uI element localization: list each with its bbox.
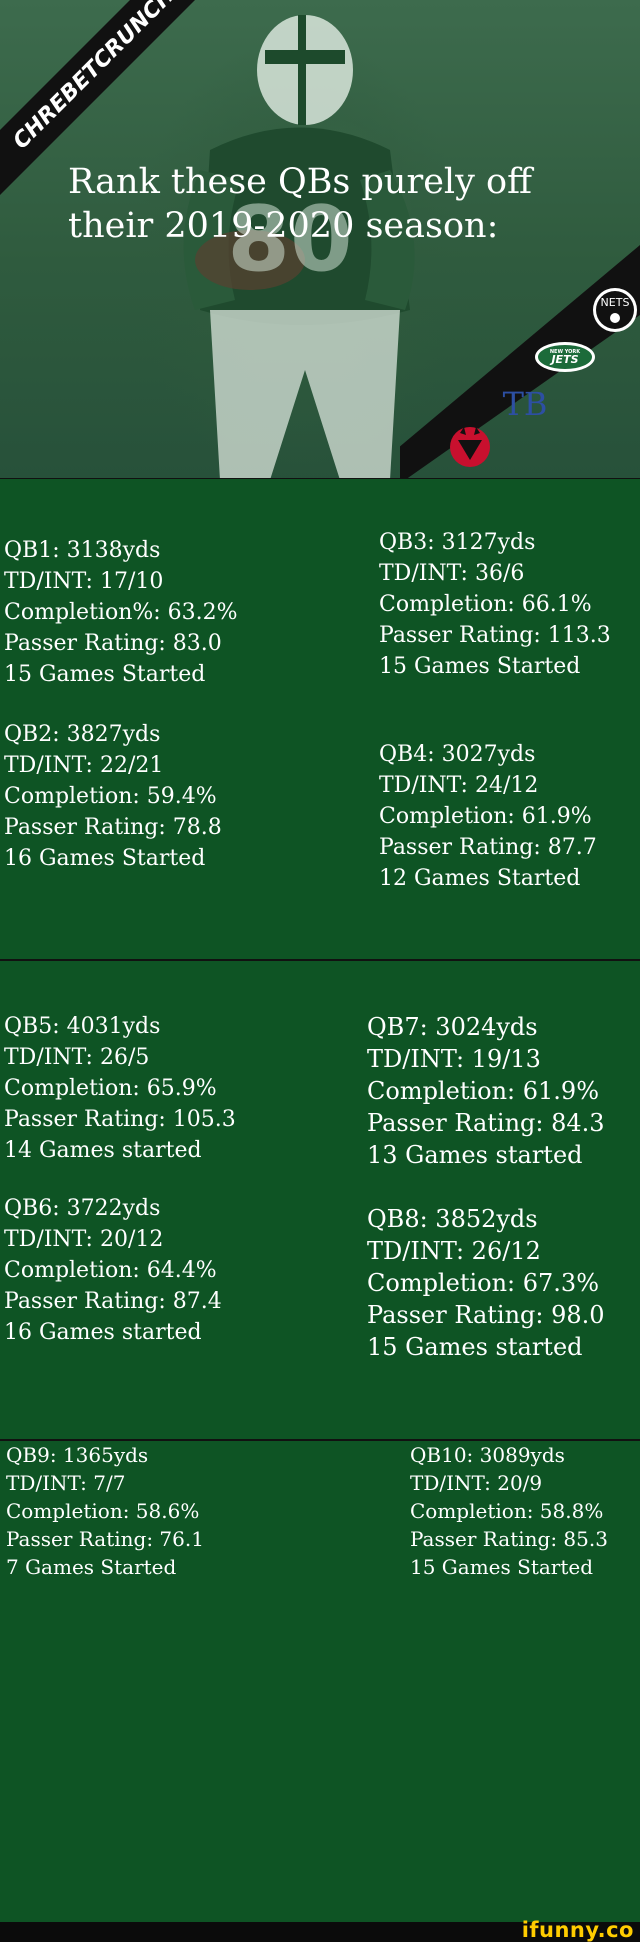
qb-card-line: Passer Rating: 78.8 — [4, 815, 222, 840]
svg-text:NEW YORK: NEW YORK — [550, 349, 581, 355]
qb-card-line: Passer Rating: 83.0 — [4, 631, 222, 656]
qb-card-line: 15 Games started — [367, 1333, 583, 1361]
hero-title-line-2: their 2019-2020 season: — [68, 206, 499, 246]
qb-card-2: QB2: 3827yds TD/INT: 22/21 Completion: 5… — [4, 719, 222, 874]
qb-section-2: QB5: 4031yds TD/INT: 26/5 Completion: 65… — [0, 961, 640, 1441]
qb-section-1: QB1: 3138yds TD/INT: 17/10 Completion%: … — [0, 479, 640, 961]
qb-card-line: QB4: 3027yds — [379, 742, 536, 767]
qb-card-1: QB1: 3138yds TD/INT: 17/10 Completion%: … — [4, 535, 238, 690]
team-logos-ribbon: NETS NEW YORK JETS TB — [400, 245, 640, 478]
nets-logo-icon: NETS — [593, 288, 637, 332]
qb-card-line: Passer Rating: 87.7 — [379, 835, 597, 860]
hero-title: Rank these QBs purely off their 2019-202… — [68, 160, 588, 248]
qb-card-line: 15 Games Started — [379, 654, 581, 679]
qb-card-line: TD/INT: 17/10 — [4, 569, 164, 594]
qb-card-line: Passer Rating: 87.4 — [4, 1289, 222, 1314]
qb-card-line: Passer Rating: 98.0 — [367, 1301, 605, 1329]
qb-card-line: 15 Games Started — [410, 1555, 594, 1579]
svg-text:JETS: JETS — [549, 353, 578, 366]
qb-card-line: Completion: 61.9% — [367, 1077, 599, 1105]
qb-card-line: TD/INT: 26/12 — [367, 1237, 541, 1265]
qb-card-line: Completion: 67.3% — [367, 1269, 599, 1297]
qb-card-line: Passer Rating: 105.3 — [4, 1107, 236, 1132]
qb-section-3: QB9: 1365yds TD/INT: 7/7 Completion: 58.… — [0, 1441, 640, 1922]
qb-card-line: Completion: 65.9% — [4, 1076, 217, 1101]
watermark-ribbon: CHREBETCRUNCH — [0, 0, 195, 195]
qb-card-line: QB5: 4031yds — [4, 1014, 161, 1039]
qb-card-5: QB5: 4031yds TD/INT: 26/5 Completion: 65… — [4, 1011, 236, 1166]
qb-card-line: 16 Games started — [4, 1320, 202, 1345]
football-player-image: 80 — [183, 15, 415, 478]
qb-card-line: Completion: 58.8% — [410, 1499, 604, 1523]
qb-card-line: TD/INT: 20/9 — [410, 1471, 543, 1495]
qb-card-line: TD/INT: 22/21 — [4, 753, 164, 778]
qb-card-line: 13 Games started — [367, 1141, 583, 1169]
qb-card-line: Completion%: 63.2% — [4, 600, 238, 625]
qb-card-line: Completion: 64.4% — [4, 1258, 217, 1283]
qb-card-line: 12 Games Started — [379, 866, 581, 891]
qb-card-line: Passer Rating: 84.3 — [367, 1109, 605, 1137]
jets-logo-icon: NEW YORK JETS — [535, 342, 595, 372]
svg-text:NETS: NETS — [601, 296, 630, 309]
qb-card-4: QB4: 3027yds TD/INT: 24/12 Completion: 6… — [379, 739, 597, 894]
qb-card-line: TD/INT: 19/13 — [367, 1045, 541, 1073]
qb-card-line: 16 Games Started — [4, 846, 206, 871]
qb-card-6: QB6: 3722yds TD/INT: 20/12 Completion: 6… — [4, 1193, 222, 1348]
qb-card-10: QB10: 3089yds TD/INT: 20/9 Completion: 5… — [410, 1441, 608, 1581]
qb-card-line: QB3: 3127yds — [379, 530, 536, 555]
qb-card-line: 7 Games Started — [6, 1555, 177, 1579]
hero-title-line-1: Rank these QBs purely off — [68, 162, 532, 202]
svg-text:80: 80 — [227, 187, 352, 292]
svg-text:TB: TB — [503, 385, 548, 423]
ifunny-watermark[interactable]: ifunny.co — [521, 1918, 634, 1942]
qb-card-line: Completion: 59.4% — [4, 784, 217, 809]
hero-banner: 80 CHREBETCRUNCH Rank these QBs purely o… — [0, 0, 640, 480]
qb-card-line: QB7: 3024yds — [367, 1013, 538, 1041]
qb-card-line: TD/INT: 26/5 — [4, 1045, 150, 1070]
qb-card-line: 14 Games started — [4, 1138, 202, 1163]
qb-card-line: Completion: 58.6% — [6, 1499, 200, 1523]
qb-card-line: Completion: 61.9% — [379, 804, 592, 829]
qb-card-line: TD/INT: 36/6 — [379, 561, 525, 586]
qb-card-line: Completion: 66.1% — [379, 592, 592, 617]
devils-logo-icon — [450, 427, 490, 467]
qb-card-line: QB8: 3852yds — [367, 1205, 538, 1233]
qb-card-line: TD/INT: 20/12 — [4, 1227, 164, 1252]
qb-card-line: QB6: 3722yds — [4, 1196, 161, 1221]
qb-card-3: QB3: 3127yds TD/INT: 36/6 Completion: 66… — [379, 527, 611, 682]
footer-bar — [0, 1922, 640, 1940]
qb-card-line: QB9: 1365yds — [6, 1443, 149, 1467]
qb-card-line: TD/INT: 7/7 — [6, 1471, 126, 1495]
qb-card-line: TD/INT: 24/12 — [379, 773, 539, 798]
qb-card-line: QB2: 3827yds — [4, 722, 161, 747]
qb-card-7: QB7: 3024yds TD/INT: 19/13 Completion: 6… — [367, 1011, 605, 1171]
qb-card-line: 15 Games Started — [4, 662, 206, 687]
qb-card-line: Passer Rating: 85.3 — [410, 1527, 608, 1551]
qb-card-line: Passer Rating: 76.1 — [6, 1527, 204, 1551]
svg-text:CHREBETCRUNCH: CHREBETCRUNCH — [9, 0, 180, 154]
lightning-logo-icon: TB — [503, 385, 548, 423]
qb-card-line: QB10: 3089yds — [410, 1443, 565, 1467]
qb-card-line: QB1: 3138yds — [4, 538, 161, 563]
qb-card-8: QB8: 3852yds TD/INT: 26/12 Completion: 6… — [367, 1203, 605, 1363]
qb-card-9: QB9: 1365yds TD/INT: 7/7 Completion: 58.… — [6, 1441, 204, 1581]
qb-card-line: Passer Rating: 113.3 — [379, 623, 611, 648]
